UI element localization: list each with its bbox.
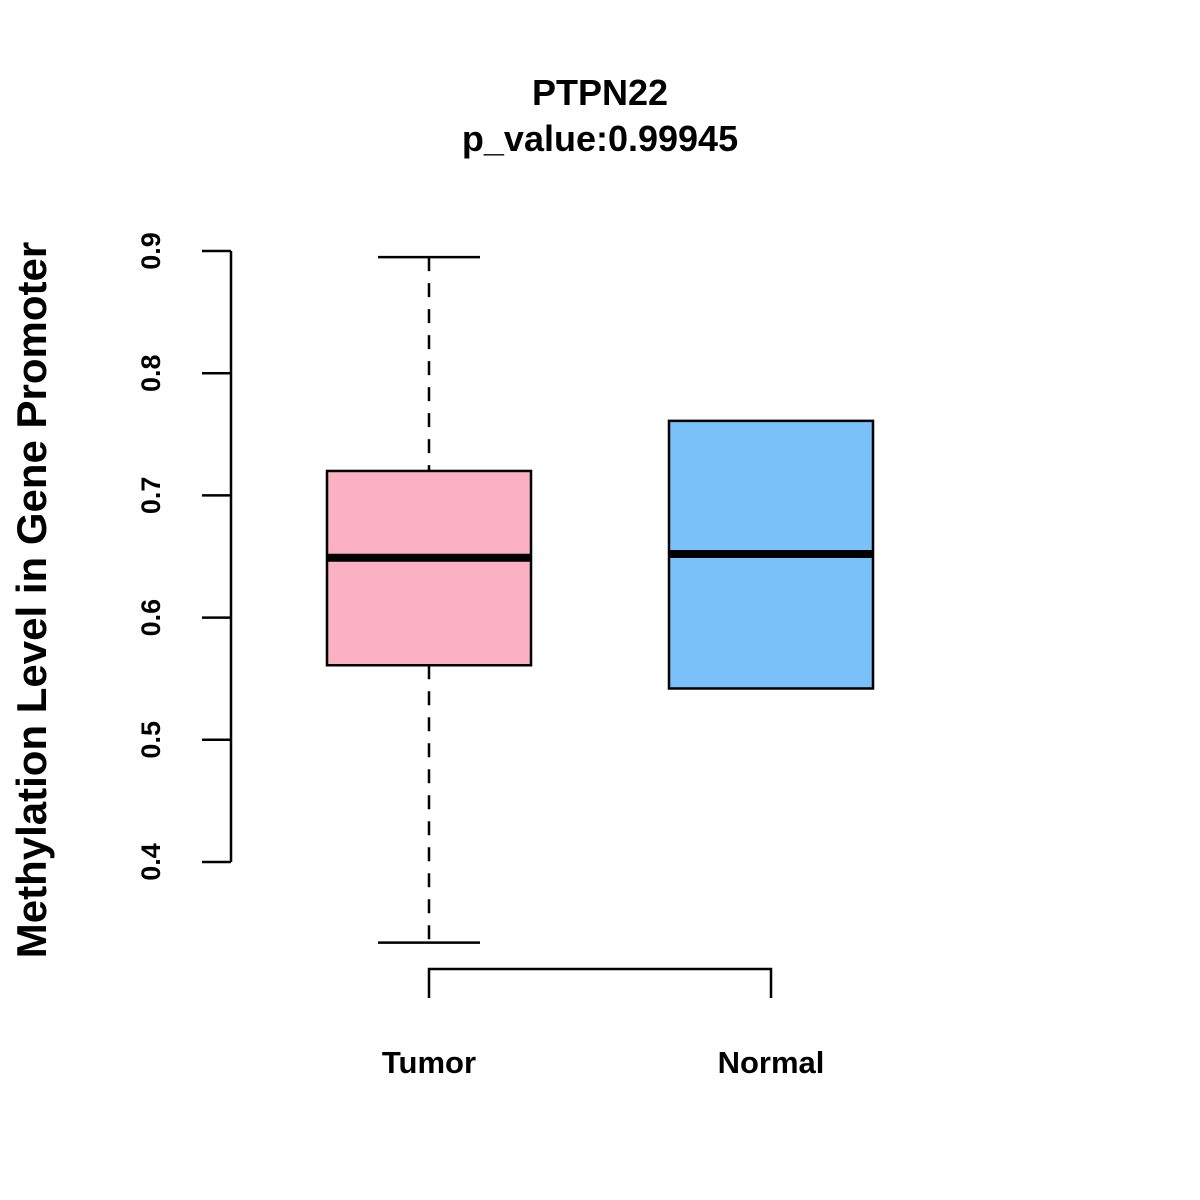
- y-tick-label: 0.7: [136, 477, 166, 515]
- y-axis: 0.4 0.5 0.6 0.7 0.8 0.9: [136, 232, 233, 881]
- box-normal: [667, 419, 875, 690]
- iqr-box: [325, 469, 533, 667]
- chart-title: PTPN22: [532, 72, 668, 113]
- y-tick-label: 0.6: [136, 599, 166, 637]
- comparison-bracket: [427, 967, 773, 998]
- box-tumor: [325, 255, 533, 944]
- chart-subtitle: p_value:0.99945: [462, 118, 738, 159]
- y-tick-label: 0.9: [136, 232, 166, 270]
- x-axis-labels: Tumor Normal: [382, 1045, 824, 1080]
- category-label-tumor: Tumor: [382, 1045, 476, 1080]
- y-tick-label: 0.8: [136, 354, 166, 392]
- y-tick-label: 0.5: [136, 721, 166, 759]
- bracket-line: [427, 967, 773, 998]
- y-axis-label: Methylation Level in Gene Promoter: [8, 242, 55, 958]
- category-label-normal: Normal: [718, 1045, 825, 1080]
- boxes-group: [325, 255, 875, 944]
- y-tick-label: 0.4: [136, 843, 166, 881]
